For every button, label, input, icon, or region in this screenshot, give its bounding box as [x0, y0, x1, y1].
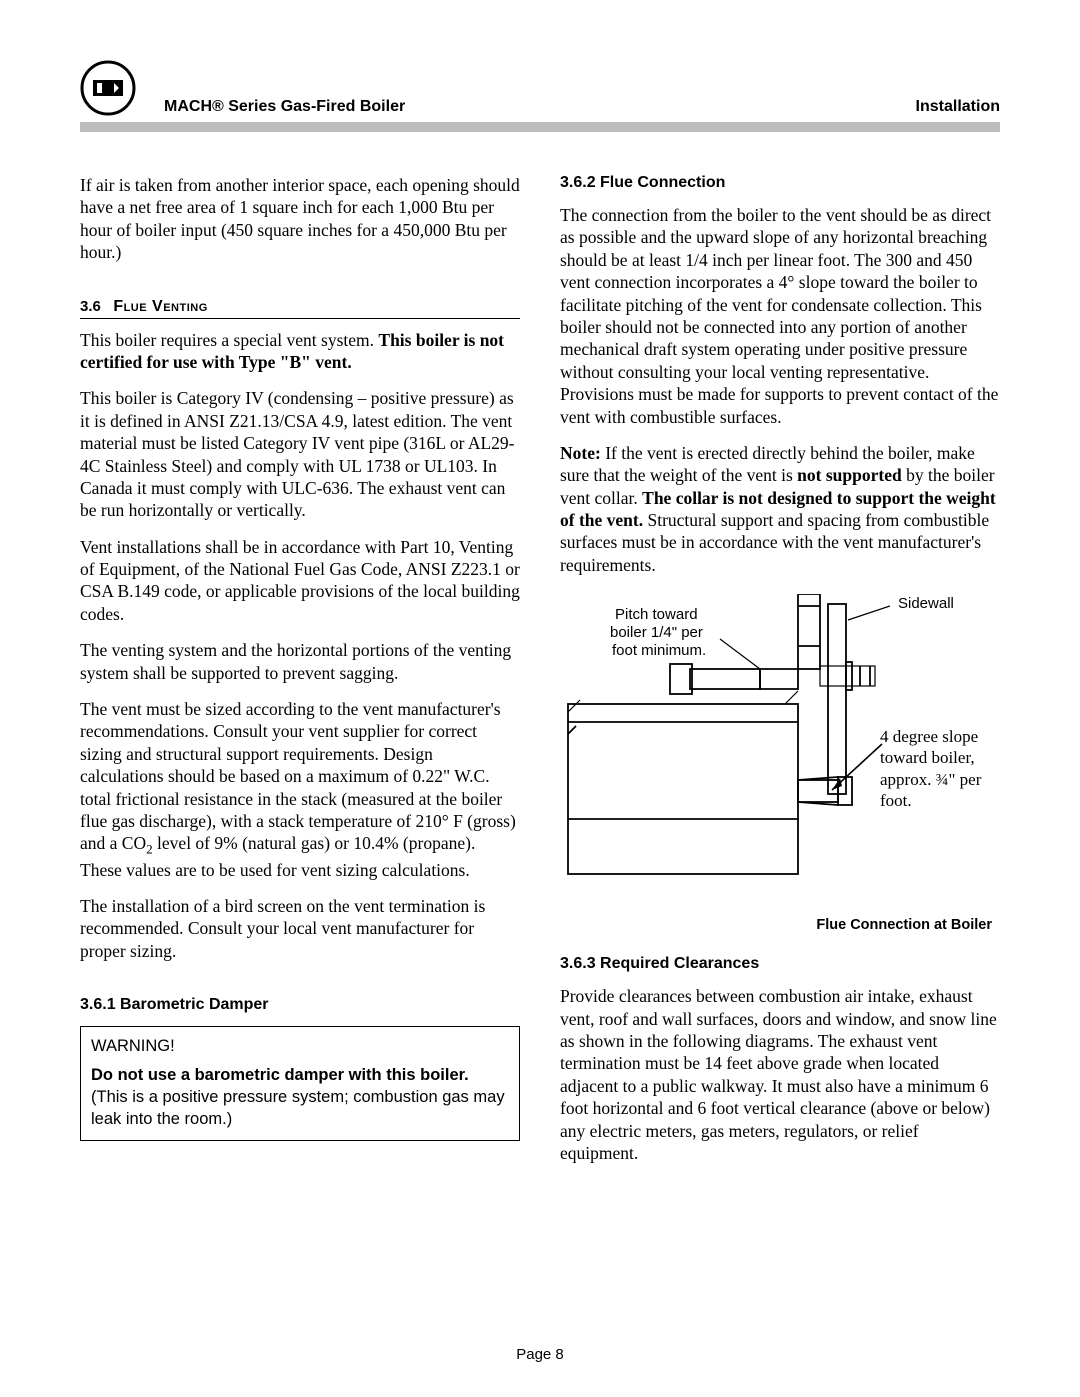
p36e-pre: The vent must be sized according to the …: [80, 699, 516, 853]
section-3-6-2-header: 3.6.2 Flue Connection: [560, 174, 1000, 192]
warning-box: WARNING! Do not use a barometric damper …: [80, 1026, 520, 1141]
p-3-6-f: The installation of a bird screen on the…: [80, 895, 520, 962]
p-3-6-e: The vent must be sized according to the …: [80, 698, 520, 881]
section-3-6-3-header: 3.6.3 Required Clearances: [560, 955, 1000, 973]
section-3-6-1-header: 3.6.1 Barometric Damper: [80, 996, 520, 1014]
p-3-6-a: This boiler requires a special vent syst…: [80, 329, 520, 374]
fig-label-slope: 4 degree slope toward boiler, approx. ¾"…: [880, 726, 1000, 811]
warning-rest: (This is a positive pressure system; com…: [91, 1088, 505, 1128]
warning-label: WARNING!: [91, 1035, 509, 1057]
p-3-6-2-note: Note: If the vent is erected directly be…: [560, 442, 1000, 576]
left-column: If air is taken from another interior sp…: [80, 174, 520, 1178]
note-bold2: not supported: [797, 465, 902, 485]
brand-logo-icon: [80, 60, 136, 116]
flue-diagram-icon: Pitch toward boiler 1/4" per foot minimu…: [560, 594, 1000, 904]
section-3-6-header: 3.6 Flue Venting: [80, 298, 520, 319]
figure-caption: Flue Connection at Boiler: [560, 917, 1000, 933]
p-3-6-2-a: The connection from the boiler to the ve…: [560, 204, 1000, 428]
right-column: 3.6.2 Flue Connection The connection fro…: [560, 174, 1000, 1178]
warning-body: Do not use a barometric damper with this…: [91, 1064, 509, 1131]
page-number: Page 8: [0, 1346, 1080, 1363]
warning-bold: Do not use a barometric damper with this…: [91, 1066, 469, 1084]
page-header: MACH® Series Gas-Fired Boiler Installati…: [80, 60, 1000, 116]
header-rule: [80, 122, 1000, 132]
fig-label-pitch-l2: boiler 1/4" per: [610, 624, 703, 641]
fig-label-pitch-l3: foot minimum.: [612, 642, 706, 659]
intro-paragraph: If air is taken from another interior sp…: [80, 174, 520, 264]
p-3-6-d: The venting system and the horizontal po…: [80, 639, 520, 684]
p-3-6-3-a: Provide clearances between combustion ai…: [560, 985, 1000, 1164]
note-bold1: Note:: [560, 443, 601, 463]
header-title-right: Installation: [916, 98, 1000, 116]
flue-connection-figure: Pitch toward boiler 1/4" per foot minimu…: [560, 594, 1000, 933]
section-number: 3.6: [80, 298, 101, 315]
section-title: Flue Venting: [113, 298, 207, 315]
fig-label-pitch-l1: Pitch toward: [615, 606, 698, 623]
body-columns: If air is taken from another interior sp…: [80, 174, 1000, 1178]
p-3-6-c: Vent installations shall be in accordanc…: [80, 536, 520, 626]
p-3-6-b: This boiler is Category IV (condensing –…: [80, 387, 520, 521]
fig-label-sidewall: Sidewall: [898, 595, 954, 612]
p36a-plain: This boiler requires a special vent syst…: [80, 330, 378, 350]
header-title-left: MACH® Series Gas-Fired Boiler: [164, 98, 916, 116]
